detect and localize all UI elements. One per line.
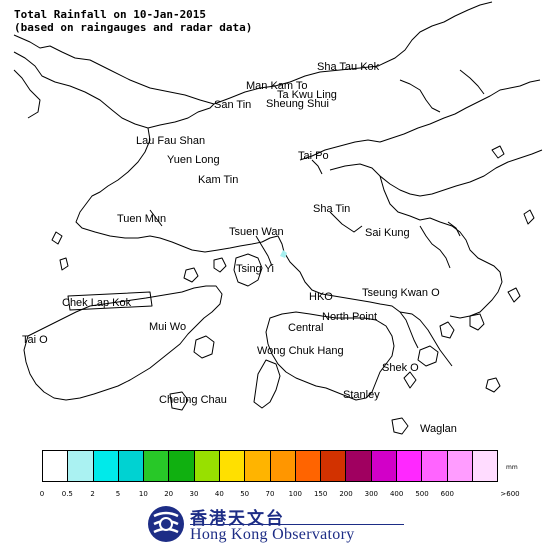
legend-tick-label: 70 [265, 490, 275, 498]
place-label-sha-tin: Sha Tin [313, 203, 350, 215]
kowloon-coast [283, 251, 419, 349]
place-label-wong-chuk-hang: Wong Chuk Hang [257, 345, 344, 357]
legend-swatch [169, 451, 195, 481]
nt-west-coast [75, 127, 285, 253]
place-label-tuen-mun: Tuen Mun [117, 213, 166, 225]
tsing-yi-coast [233, 253, 263, 287]
place-label-stanley: Stanley [343, 389, 380, 401]
hko-emblem-icon [148, 506, 184, 542]
legend-tick-label: 2 [90, 490, 95, 498]
legend-swatch [144, 451, 170, 481]
place-label-sai-kung: Sai Kung [365, 227, 410, 239]
place-label-kam-tin: Kam Tin [198, 174, 238, 186]
place-label-man-kam-to: Man Kam To [246, 80, 308, 92]
place-label-north-point: North Point [322, 311, 377, 323]
sai-kung-coast [379, 175, 503, 319]
legend-tick-label: 0 [39, 490, 45, 498]
legend-swatch [447, 451, 473, 481]
place-label-sha-tau-kok: Sha Tau Kok [317, 61, 380, 73]
legend-tick-label: 5 [115, 490, 121, 498]
place-label-yuen-long: Yuen Long [167, 154, 220, 166]
legend-swatch [371, 451, 397, 481]
logo-rule [190, 524, 404, 525]
airport-platform [67, 291, 153, 311]
deep-bay-coast [13, 51, 215, 129]
legend-swatch [245, 451, 271, 481]
place-label-tsing-yi: Tsing Yi [236, 263, 274, 275]
legend-swatch [422, 451, 448, 481]
legend-tick-label: >600 [500, 490, 520, 498]
place-label-tsuen-wan: Tsuen Wan [229, 226, 284, 238]
legend-swatch [346, 451, 372, 481]
legend-tick-label: 400 [389, 490, 404, 498]
lantau-coast [23, 285, 223, 401]
legend-tick-label: 200 [339, 490, 353, 498]
legend-tick-label: 150 [313, 490, 328, 498]
legend-swatch [396, 451, 423, 481]
place-label-tai-o: Tai O [22, 334, 48, 346]
legend-unit: mm [506, 464, 518, 471]
legend-tick-label: 600 [440, 490, 455, 498]
rainfall-cell [280, 250, 287, 258]
place-label-hko: HKO [309, 291, 333, 303]
legend-swatch [93, 451, 119, 481]
place-label-waglan: Waglan [420, 423, 457, 435]
hko-english-name: Hong Kong Observatory [190, 526, 355, 543]
legend-tick-label: 300 [364, 490, 379, 498]
place-label-lau-fau-shan: Lau Fau Shan [136, 135, 205, 147]
place-label-tai-po: Tai Po [298, 150, 329, 162]
legend-swatch [68, 451, 94, 481]
place-label-sheung-shui: Sheung Shui [266, 98, 329, 110]
place-label-tseung-kwan-o: Tseung Kwan O [362, 287, 440, 299]
border-line [13, 1, 493, 105]
legend-swatch [295, 451, 322, 481]
place-label-chek-lap-kok: Chek Lap Kok [62, 297, 132, 309]
legend-tick-label: 100 [288, 490, 303, 498]
legend-swatch [270, 451, 296, 481]
hk-island-coast [265, 311, 395, 401]
legend-tick-label: 10 [138, 490, 148, 498]
legend-swatch [118, 451, 145, 481]
legend-tick-label: 0.5 [61, 490, 73, 498]
legend-tick-label: 500 [415, 490, 429, 498]
legend-swatch [43, 451, 69, 481]
legend-swatch [472, 451, 498, 481]
legend-tick-label: 50 [240, 490, 250, 498]
tolo-coast [299, 79, 541, 161]
legend-swatch [321, 451, 347, 481]
map-title: Total Rainfall on 10-Jan-2015 [14, 8, 207, 21]
rainfall-legend [42, 450, 498, 482]
legend-tick-label: 40 [214, 490, 224, 498]
place-label-mui-wo: Mui Wo [149, 321, 186, 333]
legend-swatch [194, 451, 220, 481]
legend-swatch [219, 451, 246, 481]
lamma-coast [253, 359, 281, 409]
place-label-shek-o: Shek O [382, 362, 419, 374]
legend-tick-label: 30 [189, 490, 199, 498]
place-label-cheung-chau: Cheung Chau [159, 394, 227, 406]
map-subtitle: (based on raingauges and radar data) [14, 21, 253, 34]
hko-logo: 香港天文台 Hong Kong Observatory [146, 500, 406, 546]
legend-tick-label: 20 [164, 490, 174, 498]
place-label-ta-kwu-ling: Ta Kwu Ling [277, 89, 337, 101]
place-label-central: Central [288, 322, 323, 334]
place-label-san-tin: San Tin [214, 99, 251, 111]
